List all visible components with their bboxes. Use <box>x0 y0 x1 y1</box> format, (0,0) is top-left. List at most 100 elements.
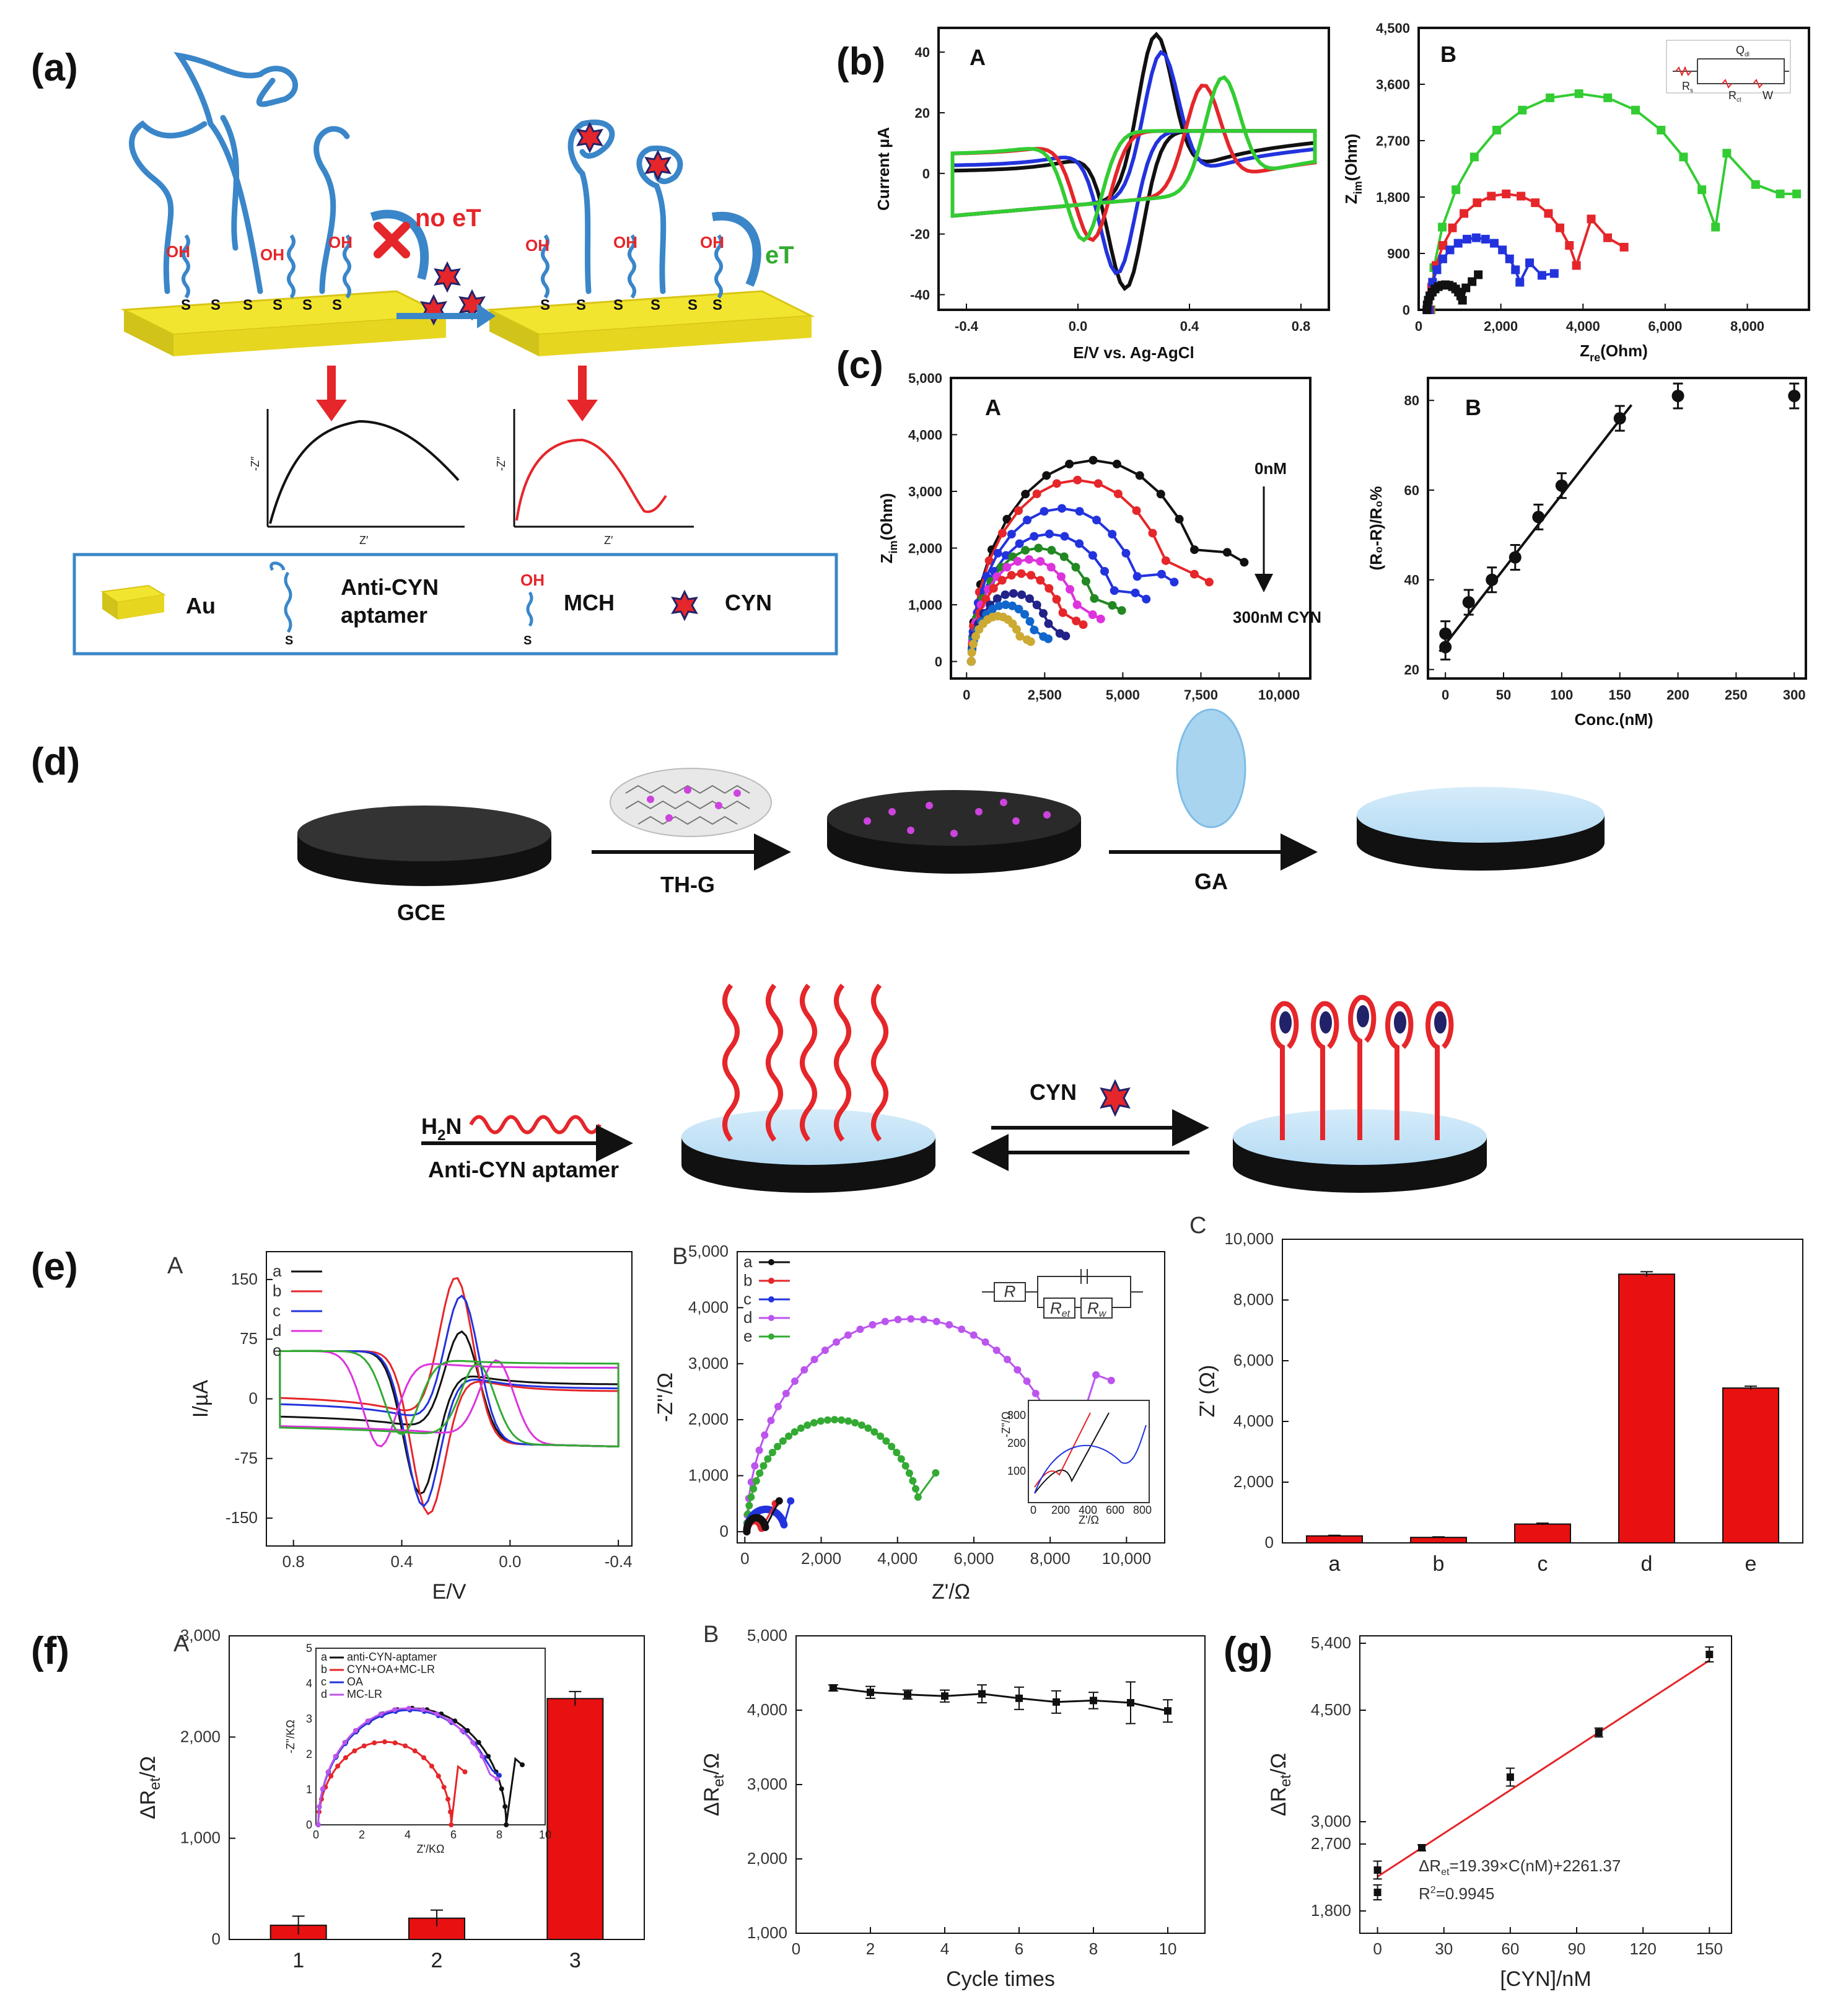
data-point <box>335 1763 341 1769</box>
data-point <box>1453 239 1463 248</box>
data-point <box>1117 606 1126 615</box>
legend-label: d <box>743 1308 752 1327</box>
data-point <box>1603 93 1613 102</box>
data-point <box>993 548 1002 558</box>
plot-frame <box>795 1635 1206 1934</box>
inset-frame <box>315 1648 546 1825</box>
y-tick-label: 8,000 <box>1233 1290 1274 1309</box>
data-point <box>1190 545 1199 555</box>
data-point <box>1240 558 1249 567</box>
data-point <box>1448 223 1457 232</box>
y-tick-label: 2,000 <box>1233 1472 1274 1491</box>
data-point <box>447 1809 453 1815</box>
panel-d: GCE TH-G GA <box>297 708 1605 1193</box>
data-point <box>1481 234 1490 244</box>
data-point <box>1418 1844 1425 1851</box>
x-tick-label: 200 <box>1666 687 1689 703</box>
aptamer-disc <box>681 983 935 1193</box>
graphene-sheet-icon <box>610 768 772 837</box>
legend-label: a <box>273 1262 282 1280</box>
inset-y-tick: 300 <box>1007 1409 1026 1421</box>
inset-y-tick: 4 <box>306 1677 312 1690</box>
legend-label: b <box>743 1271 752 1289</box>
et-arrow <box>711 211 761 287</box>
y-tick-label: 40 <box>915 45 930 60</box>
data-point <box>504 1822 509 1827</box>
data-point <box>1595 1729 1603 1736</box>
inset-x-tick: 2 <box>359 1829 365 1841</box>
data-point <box>494 1776 500 1781</box>
y-tick-label: 3,000 <box>180 1626 221 1645</box>
x-axis-label: [CYN]/nM <box>1500 1967 1591 1991</box>
data-point <box>1537 271 1546 280</box>
data-point <box>1088 610 1097 620</box>
data-point <box>352 1748 357 1754</box>
data-point <box>1613 412 1626 425</box>
x-tick-label: 150 <box>1608 687 1631 703</box>
legend-au: Au <box>186 593 216 618</box>
data-point <box>1204 578 1214 587</box>
bar <box>1514 1523 1571 1544</box>
data-point <box>1042 471 1051 480</box>
s-label: S <box>650 297 660 314</box>
data-point <box>877 1432 885 1440</box>
data-point <box>904 1690 911 1698</box>
data-point <box>971 631 981 641</box>
data-point <box>1079 620 1088 630</box>
data-point <box>747 1493 755 1501</box>
x-tick-label: 0.0 <box>499 1552 521 1571</box>
data-point <box>1039 608 1048 618</box>
data-point <box>1021 546 1030 555</box>
x-tick-label: 60 <box>1501 1939 1519 1958</box>
data-point <box>1788 389 1801 402</box>
data-point <box>1040 507 1049 516</box>
x-tick-label: 120 <box>1629 1939 1656 1958</box>
inset-y-tick: 1 <box>306 1783 312 1796</box>
data-point <box>1439 241 1448 250</box>
data-point <box>1025 617 1035 626</box>
cyn-icon <box>671 589 698 621</box>
data-point <box>1044 529 1054 538</box>
data-point <box>1092 516 1101 525</box>
x-tick-label: 2,000 <box>1484 318 1518 334</box>
x-tick-label: 10 <box>1159 1939 1177 1958</box>
y-axis-label: Zim(Ohm) <box>1342 134 1364 204</box>
data-point <box>1075 507 1084 516</box>
data-point <box>470 1739 476 1745</box>
legend-aptamer-line1: Anti-CYN <box>341 574 439 600</box>
inset-trace <box>317 1707 498 1825</box>
y-tick-label: 4,500 <box>1376 20 1410 36</box>
s-label: S <box>273 297 282 314</box>
mini-nyquist-black: -Z″ Z′ <box>249 409 465 547</box>
data-point <box>833 1338 841 1346</box>
data-point <box>1555 479 1568 492</box>
data-point <box>1157 569 1166 579</box>
data-point <box>445 1796 451 1802</box>
data-point <box>406 1705 411 1711</box>
data-point <box>378 1711 383 1717</box>
x-tick-label: 4,000 <box>877 1549 917 1568</box>
category-label: a <box>1329 1552 1341 1576</box>
x-tick-label: 90 <box>1568 1939 1586 1958</box>
legend-label: e <box>273 1341 281 1359</box>
data-point <box>1002 563 1012 572</box>
legend-marker <box>768 1259 774 1265</box>
inset-trace-red <box>1034 1412 1091 1488</box>
data-point <box>1046 563 1056 572</box>
data-point <box>1060 532 1069 541</box>
x-tick-label: 250 <box>1725 687 1748 703</box>
data-point <box>520 1762 525 1768</box>
data-point <box>1017 569 1026 578</box>
cv-trace-e <box>279 1350 620 1448</box>
data-point <box>997 576 1007 585</box>
inset-x-tick: 0 <box>1030 1504 1036 1516</box>
data-point <box>1161 556 1170 565</box>
sublabel: B <box>672 1244 688 1270</box>
plot-frame <box>737 1251 1165 1544</box>
data-point <box>864 1424 872 1432</box>
inset-legend-key: b <box>321 1663 327 1675</box>
data-point <box>1072 617 1081 626</box>
circuit-label: Qdl <box>1736 44 1749 58</box>
data-point <box>790 1428 799 1436</box>
data-point <box>761 1523 769 1531</box>
